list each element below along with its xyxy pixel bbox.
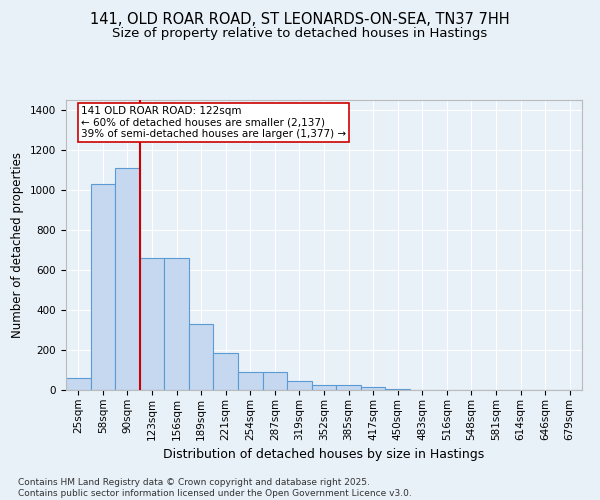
Bar [189, 324, 214, 390]
Bar [115, 168, 140, 390]
Text: Size of property relative to detached houses in Hastings: Size of property relative to detached ho… [112, 28, 488, 40]
Bar [287, 381, 312, 390]
Bar [91, 184, 115, 390]
Bar [312, 384, 336, 390]
Bar [361, 388, 385, 390]
Bar [263, 372, 287, 390]
Bar [66, 378, 91, 390]
X-axis label: Distribution of detached houses by size in Hastings: Distribution of detached houses by size … [163, 448, 485, 461]
Bar [336, 385, 361, 390]
Bar [164, 258, 189, 390]
Bar [385, 389, 410, 390]
Text: Contains HM Land Registry data © Crown copyright and database right 2025.
Contai: Contains HM Land Registry data © Crown c… [18, 478, 412, 498]
Bar [214, 353, 238, 390]
Text: 141 OLD ROAR ROAD: 122sqm
← 60% of detached houses are smaller (2,137)
39% of se: 141 OLD ROAR ROAD: 122sqm ← 60% of detac… [81, 106, 346, 139]
Text: 141, OLD ROAR ROAD, ST LEONARDS-ON-SEA, TN37 7HH: 141, OLD ROAR ROAD, ST LEONARDS-ON-SEA, … [90, 12, 510, 28]
Bar [140, 258, 164, 390]
Y-axis label: Number of detached properties: Number of detached properties [11, 152, 25, 338]
Bar [238, 372, 263, 390]
